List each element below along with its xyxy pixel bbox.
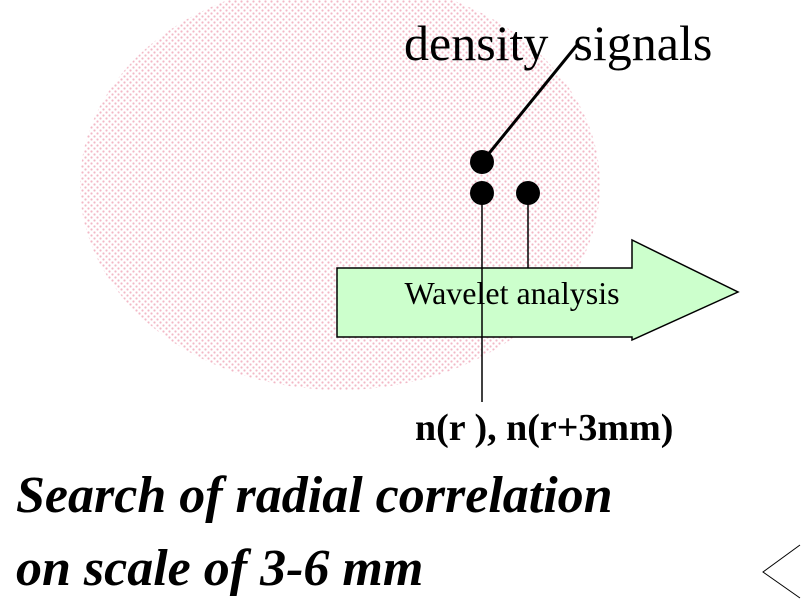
dot [470,150,494,174]
signal-lead [480,44,579,163]
caption-line: Search of radial correlation [16,467,613,524]
signals-label: density signals [404,15,712,71]
dot [516,181,540,205]
caption-line: on scale of 3-6 mm [16,540,423,597]
nav-chevron[interactable] [762,544,801,599]
arrow [336,238,740,342]
dot [470,181,494,205]
arrow-label: Wavelet analysis [404,275,619,311]
result-label: n(r ), n(r+3mm) [415,407,673,449]
